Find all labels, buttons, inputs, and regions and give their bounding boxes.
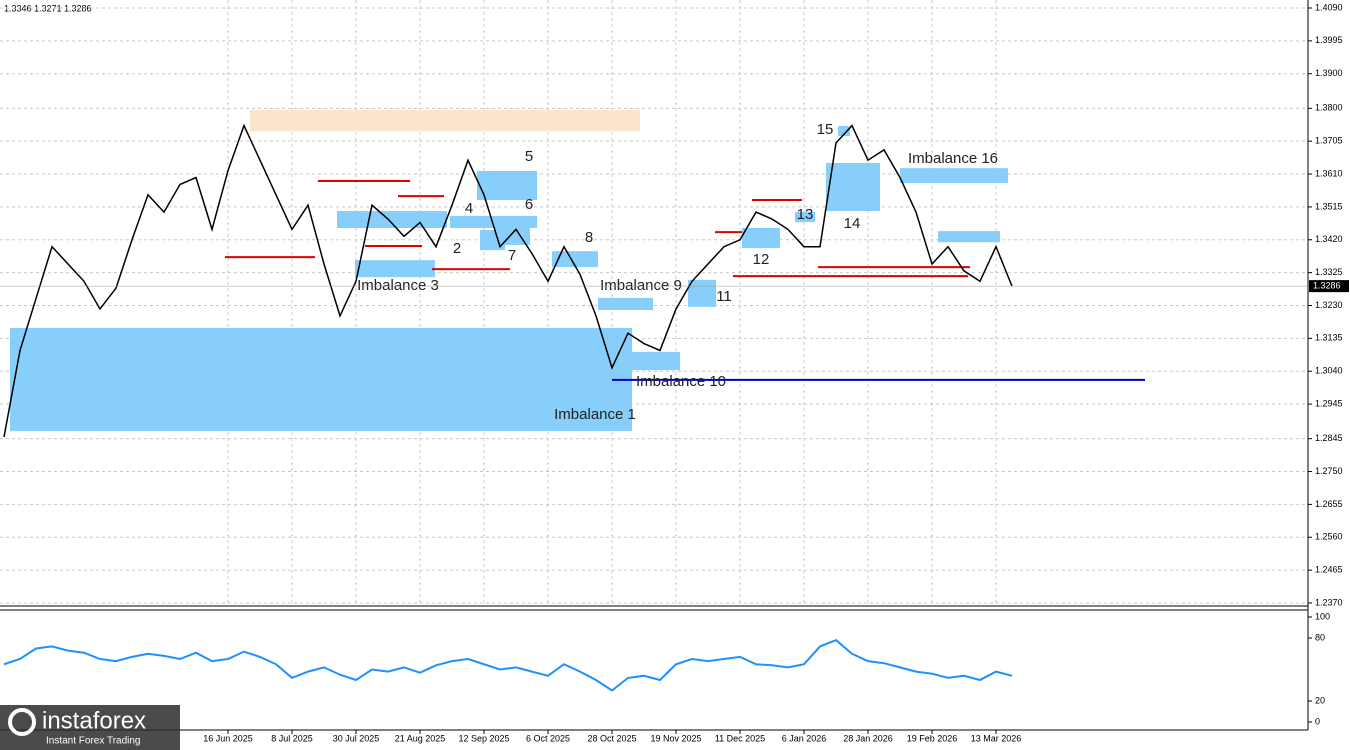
y-tick-label: 1.2465: [1315, 565, 1343, 575]
watermark: instaforex Instant Forex Trading: [0, 705, 180, 750]
y-tick-label: 1.3325: [1315, 267, 1343, 277]
y-tick-label: 0: [1315, 716, 1320, 726]
zone-label: Imbalance 16: [908, 150, 998, 167]
ohlc-value: 1.3271: [34, 3, 62, 13]
watermark-icon: [8, 708, 36, 736]
x-tick-label: 6 Oct 2025: [526, 733, 570, 743]
x-tick-label: 19 Nov 2025: [650, 733, 701, 743]
y-tick-label: 100: [1315, 611, 1330, 621]
y-tick-label: 1.3420: [1315, 234, 1343, 244]
x-tick-label: 11 Dec 2025: [715, 733, 765, 743]
y-tick-label: 1.2655: [1315, 499, 1343, 509]
x-tick-label: 6 Jan 2026: [782, 733, 827, 743]
watermark-tagline: Instant Forex Trading: [46, 736, 141, 747]
imbalance-zone: [480, 230, 505, 251]
y-tick-label: 1.2560: [1315, 532, 1343, 542]
imbalance-zone: [10, 327, 632, 432]
x-tick-label: 28 Jan 2026: [843, 733, 893, 743]
zone-label: 11: [716, 288, 732, 305]
imbalance-zone: [938, 231, 1000, 243]
imbalance-zone: [838, 125, 850, 136]
oscillator-line: [3, 638, 1013, 692]
zone-label: 7: [508, 247, 516, 264]
y-tick-label: 1.3800: [1315, 103, 1343, 113]
y-tick-label: 1.2370: [1315, 597, 1343, 607]
imbalance-zone: [900, 168, 1008, 184]
ohlc-value: 1.3286: [64, 3, 92, 13]
x-tick-label: 28 Oct 2025: [587, 733, 636, 743]
imbalance-zone: [552, 251, 598, 268]
imbalance-zone: [742, 228, 780, 249]
y-tick-label: 1.4090: [1315, 2, 1343, 12]
zone-label: 8: [585, 229, 593, 246]
imbalance-zone: [795, 212, 815, 223]
x-tick-label: 8 Jul 2025: [271, 733, 313, 743]
zone-label: 6: [525, 196, 533, 213]
zone-label: Imbalance 1: [554, 406, 636, 423]
ohlc-value: 1.3346: [4, 3, 32, 13]
x-tick-label: 13 Mar 2026: [971, 733, 1022, 743]
y-tick-label: 1.2945: [1315, 398, 1343, 408]
zone-label: 15: [817, 121, 834, 138]
zone-label: Imbalance 9: [600, 277, 682, 294]
last-price-box: [1309, 280, 1349, 293]
y-tick-label: 80: [1315, 632, 1325, 642]
y-tick-label: 1.3040: [1315, 366, 1343, 376]
imbalance-zone: [250, 110, 640, 132]
imbalance-zone: [355, 260, 435, 278]
zone-label: 2: [453, 240, 461, 257]
watermark-brand: instaforex: [42, 707, 146, 734]
y-tick-label: 1.3995: [1315, 35, 1343, 45]
y-tick-label: 1.3135: [1315, 333, 1343, 343]
y-tick-label: 1.2750: [1315, 466, 1343, 476]
imbalance-zone: [598, 297, 653, 310]
zone-label: Imbalance 10: [636, 373, 726, 390]
y-tick-label: 1.3705: [1315, 136, 1343, 146]
zone-label: 4: [465, 200, 473, 217]
y-tick-label: 1.3515: [1315, 201, 1343, 211]
zone-label: 13: [797, 206, 814, 223]
zone-label: 12: [753, 251, 770, 268]
y-tick-label: 1.3610: [1315, 168, 1343, 178]
imbalance-zone: [612, 351, 680, 371]
x-tick-label: 30 Jul 2025: [333, 733, 380, 743]
zone-label: Imbalance 3: [357, 277, 439, 294]
y-tick-label: 1.3900: [1315, 68, 1343, 78]
imbalance-zone: [826, 162, 880, 212]
x-tick-label: 19 Feb 2026: [907, 733, 958, 743]
zone-label: 5: [525, 148, 533, 165]
x-tick-label: 21 Aug 2025: [395, 733, 446, 743]
y-tick-label: 1.3230: [1315, 300, 1343, 310]
y-tick-label: 20: [1315, 695, 1325, 705]
zone-label: 14: [844, 215, 861, 232]
x-tick-label: 16 Jun 2025: [203, 733, 253, 743]
x-tick-label: 12 Sep 2025: [458, 733, 509, 743]
imbalance-zone: [688, 279, 716, 307]
imbalance-zone: [477, 170, 537, 200]
price-line: [3, 123, 1013, 438]
imbalance-zone: [337, 211, 447, 229]
ohlc-header: 1.3346 1.3271 1.3286: [4, 3, 92, 13]
y-tick-label: 1.2845: [1315, 433, 1343, 443]
last-price-label: 1.3286: [1313, 281, 1341, 291]
